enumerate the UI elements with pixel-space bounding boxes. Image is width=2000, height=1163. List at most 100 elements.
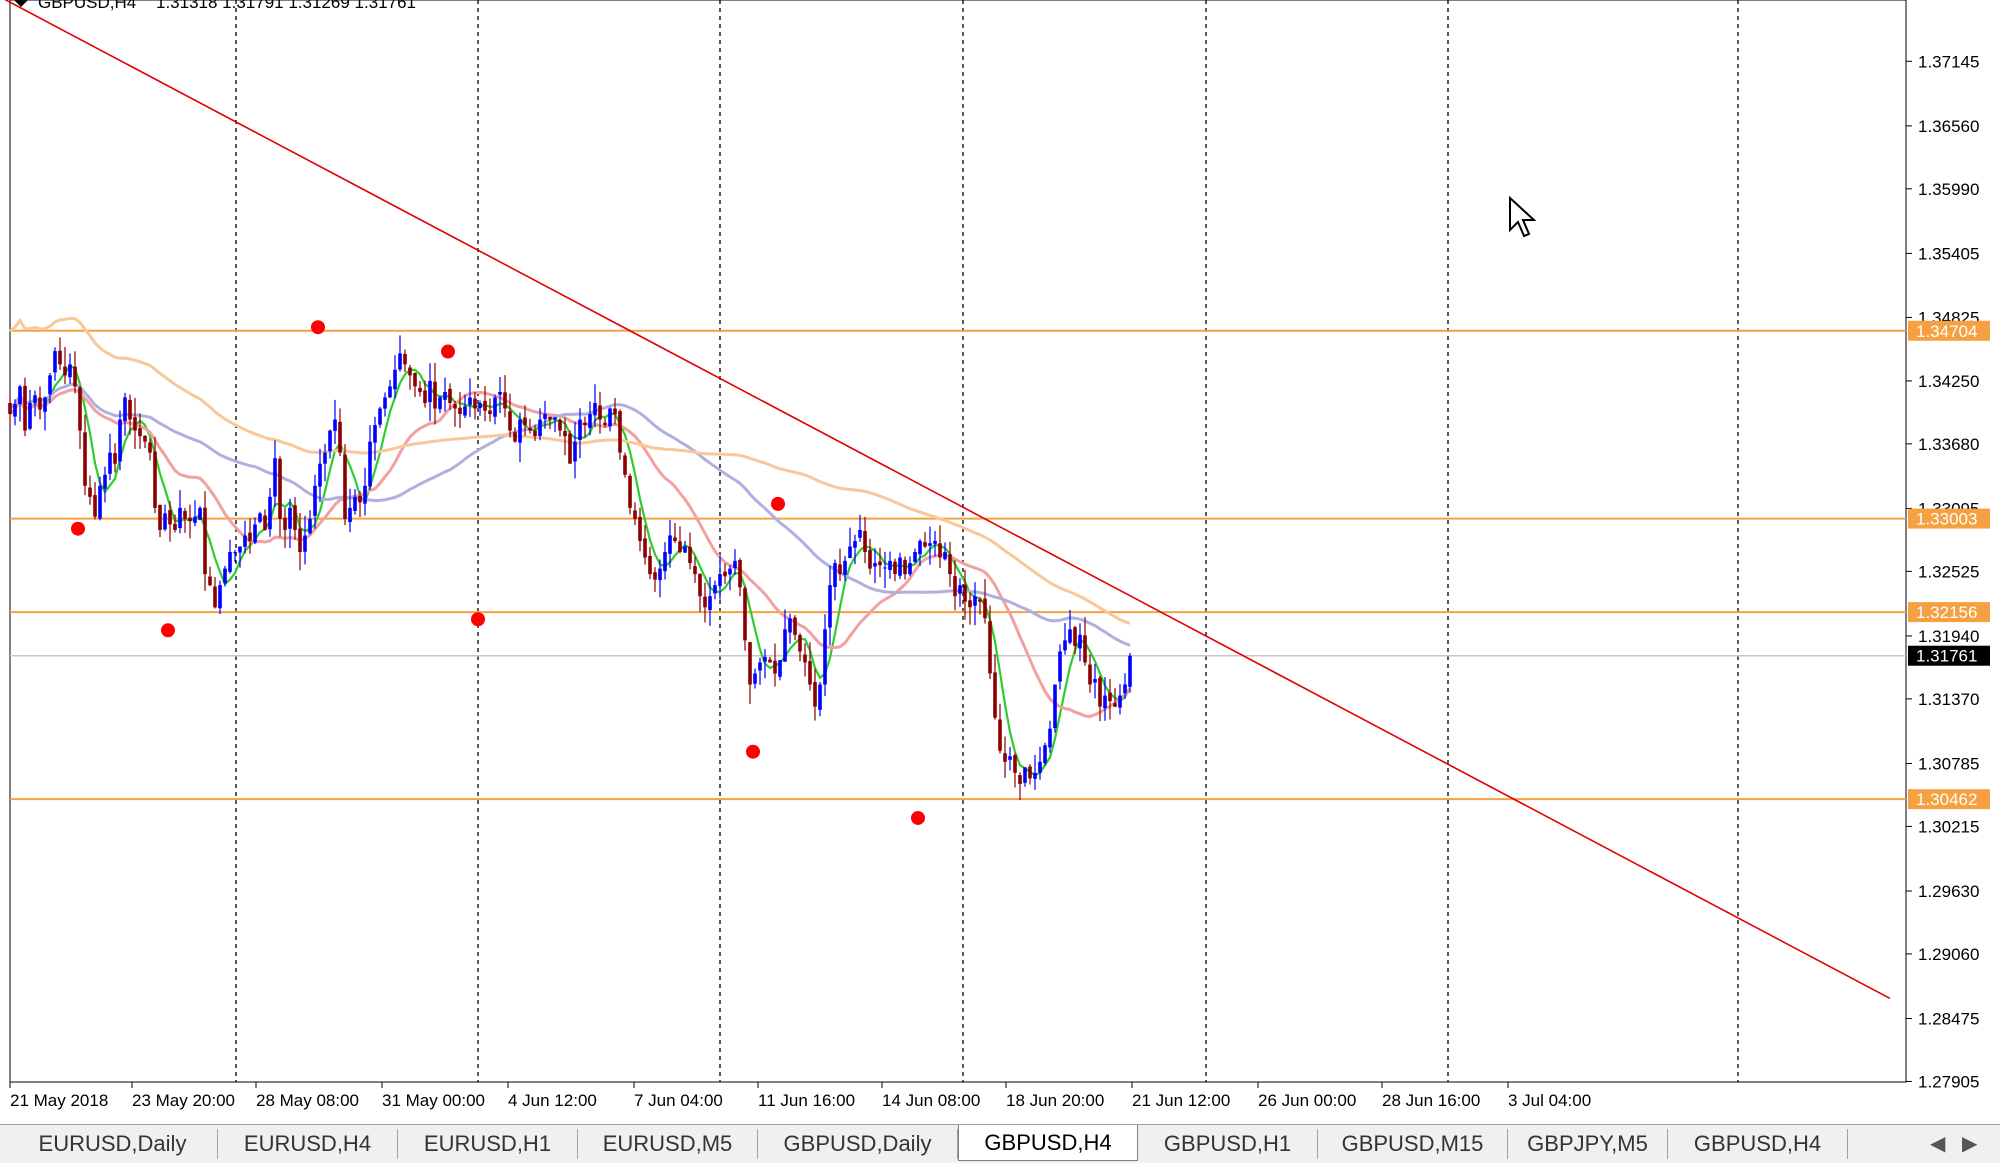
chart-tab[interactable]: GBPUSD,H1 — [1138, 1129, 1318, 1159]
candle-body — [953, 576, 957, 597]
candle-body — [163, 513, 167, 530]
candle-body — [293, 505, 297, 530]
level-price-badge — [1908, 789, 1990, 810]
candle-body — [893, 561, 897, 575]
price-tick-label: 1.31940 — [1918, 627, 1979, 646]
candle-body — [678, 541, 682, 553]
candle-body — [748, 642, 752, 685]
time-tick-label: 31 May 00:00 — [382, 1091, 485, 1110]
candle-body — [333, 419, 337, 431]
mouse-cursor-icon — [1509, 196, 1536, 238]
candle-body — [658, 568, 662, 581]
candle-body — [108, 452, 112, 474]
chart-tab[interactable]: GBPUSD,H4 — [1668, 1129, 1848, 1159]
candle-body — [248, 532, 252, 541]
candle-body — [578, 419, 582, 440]
candle-body — [213, 586, 217, 608]
swing-high-marker — [441, 344, 455, 359]
swing-high-marker — [311, 320, 325, 335]
candle-body — [1108, 692, 1112, 702]
chart-tab[interactable]: GBPUSD,M15 — [1318, 1129, 1508, 1159]
candle-body — [963, 584, 967, 602]
price-tick-label: 1.30215 — [1918, 817, 1979, 836]
candle-body — [798, 635, 802, 652]
time-tick-label: 21 May 2018 — [10, 1091, 108, 1110]
level-price-badge — [1908, 602, 1990, 623]
time-tick-label: 11 Jun 16:00 — [758, 1091, 855, 1110]
time-tick-label: 21 Jun 12:00 — [1132, 1091, 1230, 1110]
candle-body — [943, 552, 947, 560]
candle-body — [288, 507, 292, 529]
chart-tab[interactable]: GBPUSD,H4 — [958, 1125, 1138, 1161]
candle-body — [148, 442, 152, 453]
candle-body — [8, 402, 12, 415]
candle-body — [873, 563, 877, 567]
candle-body — [363, 485, 367, 504]
candle-body — [718, 574, 722, 586]
candle-body — [753, 673, 757, 684]
chart-tab[interactable]: EURUSD,M5 — [578, 1129, 758, 1159]
candle-body — [278, 458, 282, 519]
candle-body — [18, 386, 22, 405]
candle-body — [513, 432, 517, 442]
candle-body — [13, 404, 17, 417]
chart-tab[interactable]: GBPJPY,M5 — [1508, 1129, 1668, 1159]
candle-body — [808, 661, 812, 685]
candle-body — [218, 585, 222, 609]
candle-body — [138, 428, 142, 437]
moving-average-line — [8, 382, 1131, 647]
candle-body — [198, 507, 202, 520]
price-tick-label: 1.29630 — [1918, 882, 1979, 901]
candle-body — [68, 364, 72, 378]
swing-low-marker — [71, 521, 85, 536]
candle-body — [413, 373, 417, 387]
candle-body — [243, 535, 247, 547]
collapse-triangle-icon[interactable] — [14, 0, 28, 7]
candle-body — [423, 390, 427, 403]
chart-tab[interactable]: GBPUSD,Daily — [758, 1129, 958, 1159]
candle-body — [848, 546, 852, 559]
chart-tab[interactable]: EURUSD,H4 — [218, 1129, 398, 1159]
candle-body — [618, 411, 622, 453]
candle-body — [973, 596, 977, 606]
candle-body — [443, 391, 447, 400]
candle-body — [98, 485, 102, 519]
candle-body — [763, 656, 767, 662]
candle-body — [928, 543, 932, 546]
candle-body — [468, 397, 472, 405]
candle-body — [888, 560, 892, 571]
candle-body — [918, 541, 922, 555]
candle-body — [113, 453, 117, 464]
tab-scroll-right-icon[interactable]: ▶ — [1962, 1133, 1978, 1155]
candle-body — [343, 454, 347, 519]
candle-body — [868, 549, 872, 569]
candle-body — [1003, 753, 1007, 762]
candle-body — [258, 513, 262, 522]
candle-body — [768, 659, 772, 663]
chart-tab[interactable]: EURUSD,H1 — [398, 1129, 578, 1159]
chart-header-ohlc: 1.31318 1.31791 1.31269 1.31761 — [156, 0, 416, 12]
candle-body — [273, 458, 277, 497]
candle-body — [408, 367, 412, 376]
chart-tab[interactable]: EURUSD,Daily — [8, 1129, 218, 1159]
candle-body — [898, 557, 902, 576]
candle-body — [268, 496, 272, 530]
trendline[interactable] — [0, 0, 1891, 1000]
tab-scroll-left-icon[interactable]: ◀ — [1930, 1133, 1946, 1155]
candle-body — [473, 398, 477, 409]
candle-body — [223, 568, 227, 584]
level-price-label: 1.34704 — [1916, 322, 1977, 341]
candle-body — [348, 507, 352, 523]
candle-body — [488, 410, 492, 415]
candle-body — [383, 397, 387, 409]
level-price-label: 1.33003 — [1916, 510, 1977, 529]
candle-body — [1058, 651, 1062, 682]
candle-body — [1028, 766, 1032, 779]
swing-low-marker — [161, 623, 175, 638]
candle-body — [1093, 679, 1097, 683]
candle-body — [538, 419, 542, 436]
candle-body — [673, 537, 677, 541]
candle-body — [368, 441, 372, 487]
candle-body — [643, 538, 647, 558]
